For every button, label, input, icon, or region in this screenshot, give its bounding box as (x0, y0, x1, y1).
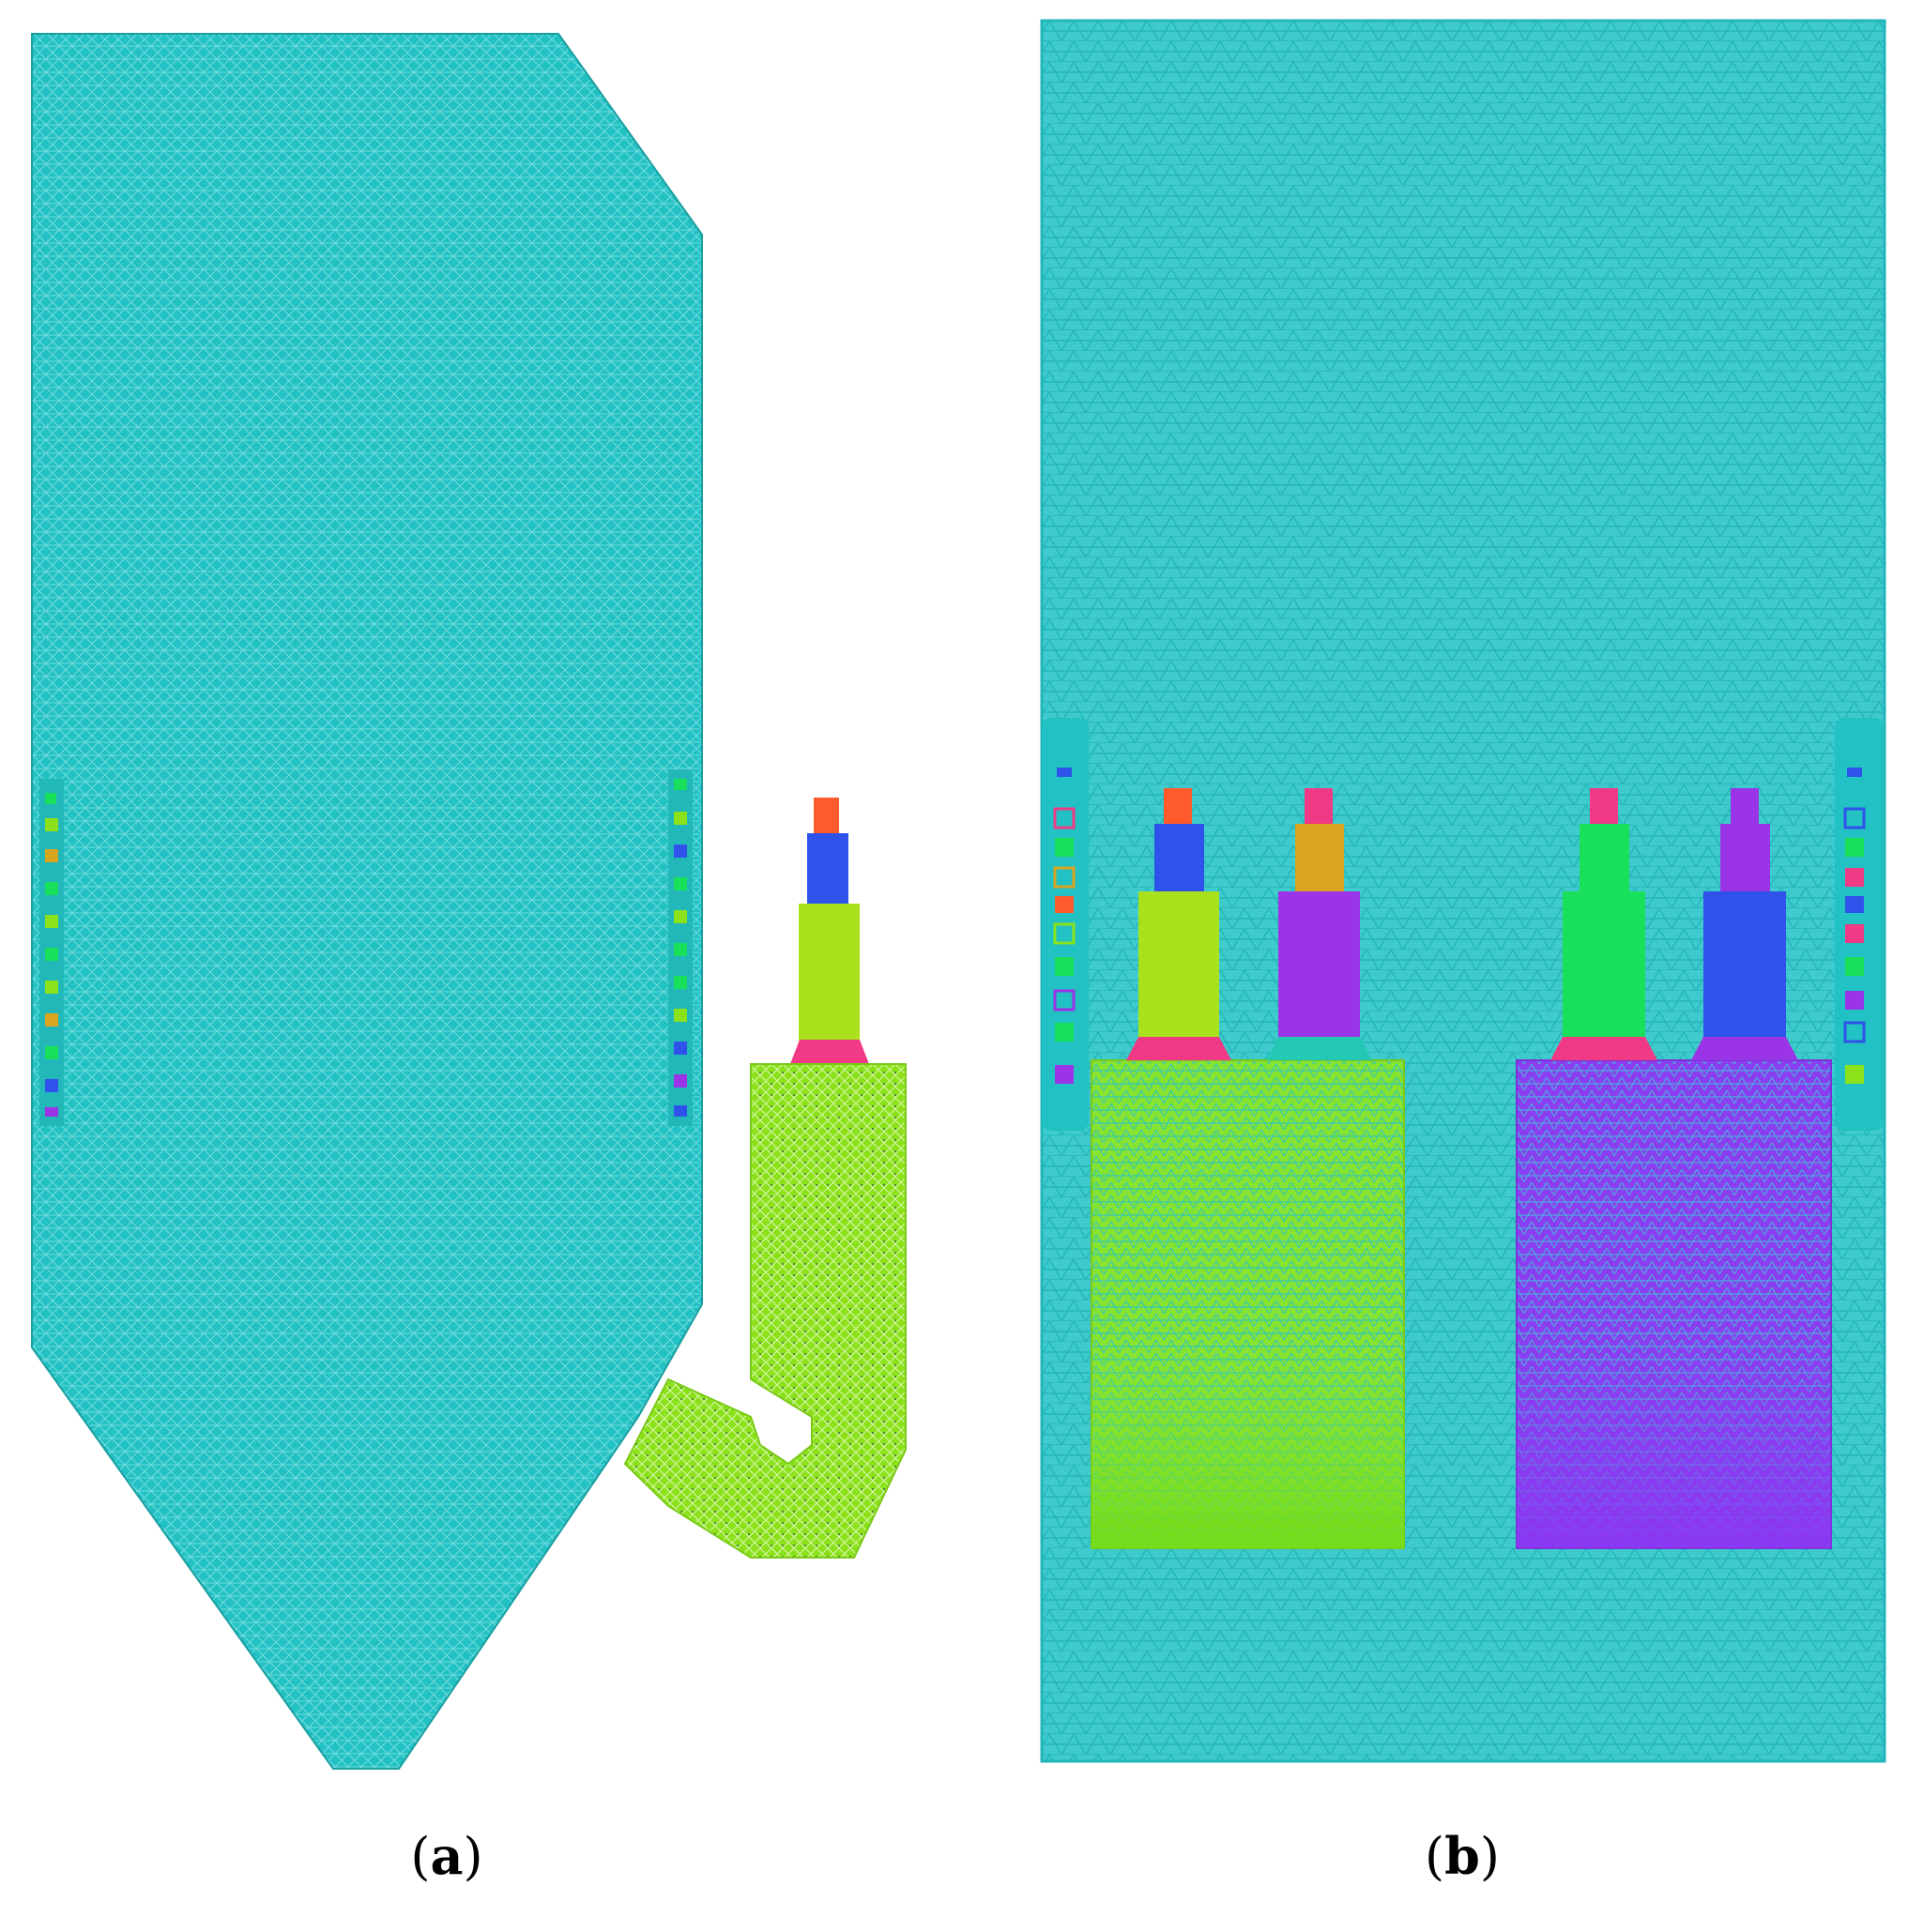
caption-b: (b) (1425, 1826, 1500, 1886)
separator-green-section (799, 904, 860, 1041)
separator-3 (1550, 788, 1657, 1060)
separator-top-cap (814, 798, 839, 833)
mill-right (1516, 1059, 1832, 1549)
panel-a (31, 33, 907, 1770)
burner-row-left (39, 779, 64, 1126)
burner-row-right (668, 769, 693, 1126)
separator-cone (790, 1040, 869, 1064)
mill-duct (623, 1063, 907, 1559)
side-burners-right (1835, 718, 1884, 1131)
separator-1 (1126, 788, 1231, 1060)
separator-4 (1691, 788, 1798, 1060)
separator-blue-section (807, 833, 848, 904)
caption-a: (a) (410, 1826, 483, 1886)
side-burners-left (1042, 718, 1089, 1131)
mill-left (1091, 1059, 1405, 1549)
separator-assembly (623, 798, 907, 1559)
separator-2 (1267, 788, 1372, 1060)
panel-b (1040, 19, 1886, 1763)
furnace-body (31, 33, 703, 1770)
